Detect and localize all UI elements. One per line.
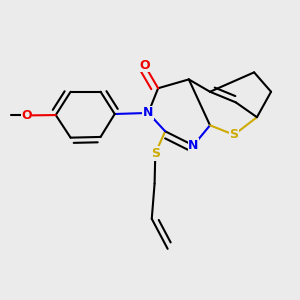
Text: N: N xyxy=(143,106,153,119)
Text: N: N xyxy=(188,139,199,152)
Text: S: S xyxy=(230,128,238,141)
Text: S: S xyxy=(151,147,160,160)
Text: O: O xyxy=(21,109,32,122)
Text: O: O xyxy=(140,59,150,72)
